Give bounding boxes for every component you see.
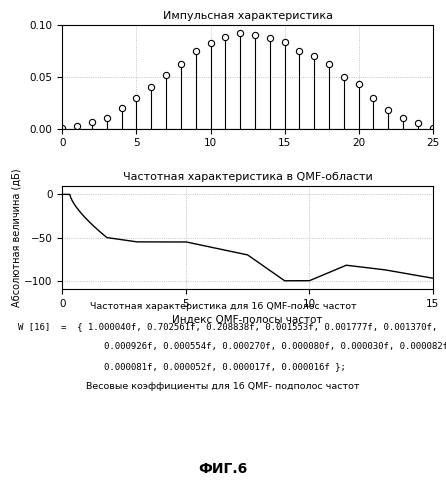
Text: ФИГ.6: ФИГ.6 — [198, 462, 248, 476]
Text: Частотная характеристика для 16 QMF-полос частот: Частотная характеристика для 16 QMF-поло… — [90, 302, 356, 311]
X-axis label: Индекс QMF-полосы частот: Индекс QMF-полосы частот — [172, 315, 323, 325]
Text: W [16]  =  { 1.000040f, 0.702561f, 0.208838f, 0.001553f, 0.001777f, 0.001370f,: W [16] = { 1.000040f, 0.702561f, 0.20883… — [18, 322, 437, 331]
Text: 0.000926f, 0.000554f, 0.000270f, 0.000080f, 0.000030f, 0.000082f,: 0.000926f, 0.000554f, 0.000270f, 0.00008… — [18, 342, 446, 351]
Text: Весовые коэффициенты для 16 QMF- подполос частот: Весовые коэффициенты для 16 QMF- подполо… — [86, 382, 360, 391]
Title: Частотная характеристика в QMF-области: Частотная характеристика в QMF-области — [123, 172, 372, 182]
Title: Импульсная характеристика: Импульсная характеристика — [162, 11, 333, 21]
Text: 0.000081f, 0.000052f, 0.000017f, 0.000016f };: 0.000081f, 0.000052f, 0.000017f, 0.00001… — [18, 362, 346, 371]
Y-axis label: Абсолютная величина (дБ): Абсолютная величина (дБ) — [12, 168, 21, 307]
